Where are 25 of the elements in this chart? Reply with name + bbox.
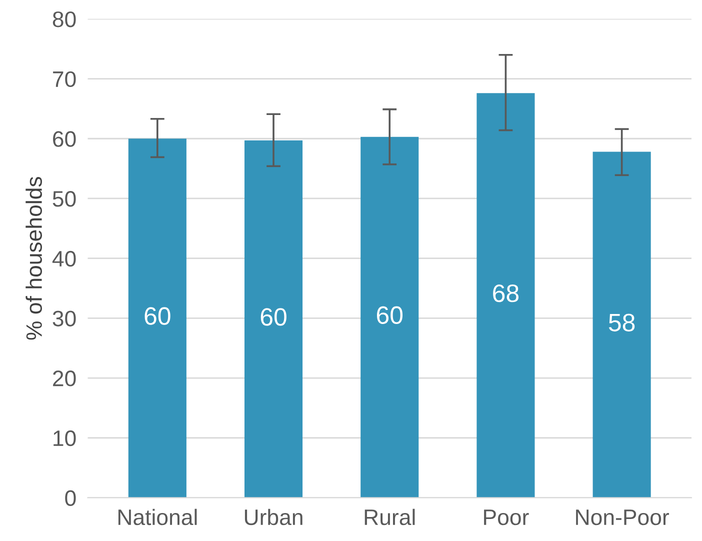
y-tick-label: 70 [53, 71, 76, 88]
y-tick-label: 40 [52, 250, 76, 267]
data-label: 68 [493, 284, 519, 302]
bar [244, 140, 303, 498]
bar [592, 152, 651, 498]
y-tick-label: 80 [52, 11, 76, 28]
y-tick-label: 20 [53, 370, 76, 386]
bar [476, 93, 535, 498]
x-tick-label: National [118, 508, 197, 526]
bar [128, 138, 186, 498]
y-tick-label: 10 [54, 430, 76, 446]
y-tick-label: 50 [52, 191, 76, 207]
y-axis-title: % of households [26, 176, 42, 340]
bar [360, 136, 419, 498]
x-tick-label: Poor [484, 510, 529, 526]
data-label: 60 [260, 308, 286, 326]
y-tick-label: 0 [65, 490, 76, 506]
x-tick-label: Non-Poor [576, 510, 669, 526]
data-label: 58 [608, 314, 635, 332]
y-tick-label: 30 [52, 310, 76, 326]
x-tick-label: Rural [364, 508, 415, 526]
y-tick-label: 60 [53, 131, 76, 147]
data-label: 60 [144, 307, 170, 325]
data-label: 60 [376, 306, 403, 324]
x-tick-label: Urban [244, 508, 302, 526]
